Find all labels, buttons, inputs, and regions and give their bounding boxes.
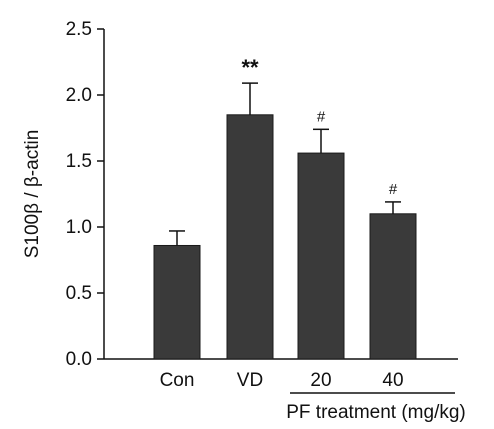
significance-mark: ** (241, 55, 259, 80)
bar (297, 152, 345, 360)
y-tick-label: 0.5 (66, 283, 92, 304)
category-labels: Con VD 20 40 (160, 370, 404, 391)
x-tick-label: Con (160, 370, 195, 391)
error-bars (169, 82, 401, 246)
y-tick-label: 1.5 (66, 151, 92, 172)
bars (153, 114, 417, 360)
group-label: PF treatment (mg/kg) (286, 402, 466, 423)
significance-mark: # (317, 108, 326, 125)
x-tick-label: VD (237, 370, 263, 391)
y-ticks: 0.0 0.5 1.0 1.5 2.0 2.5 (66, 19, 104, 370)
y-tick-label: 0.0 (66, 349, 92, 370)
x-tick-label: 20 (310, 370, 331, 391)
significance-marks: ** # # (241, 55, 397, 198)
y-tick-label: 2.0 (66, 85, 92, 106)
x-tick-label: 40 (382, 370, 403, 391)
y-tick-label: 2.5 (66, 19, 92, 40)
bar (153, 244, 201, 360)
bar (226, 114, 274, 360)
y-tick-label: 1.0 (66, 217, 92, 238)
significance-mark: # (389, 181, 398, 198)
bar (369, 213, 417, 360)
y-axis-label: S100β / β-actin (22, 130, 43, 259)
